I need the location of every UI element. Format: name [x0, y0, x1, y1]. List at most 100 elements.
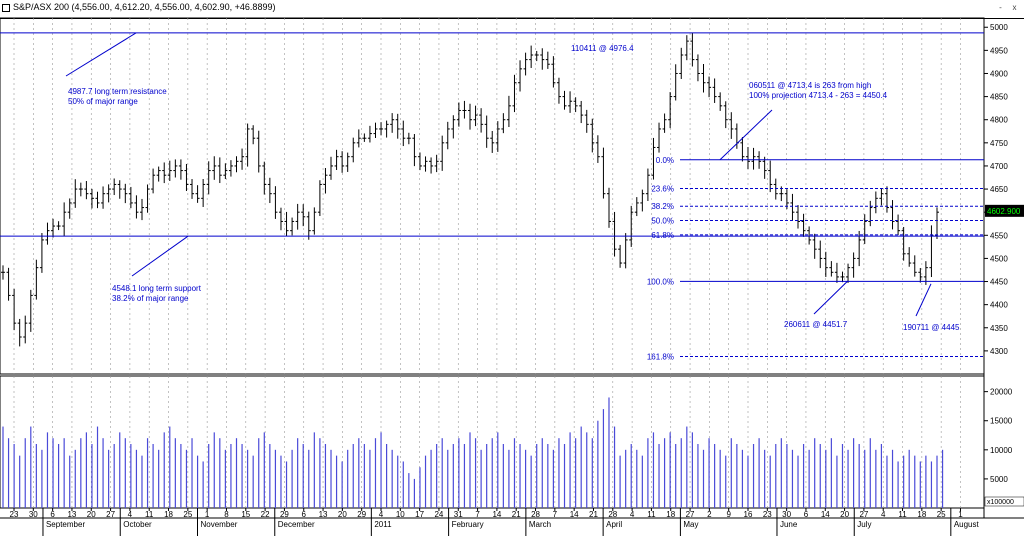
- price-bar: [540, 48, 545, 70]
- x-tick-label: 7: [553, 510, 558, 519]
- price-bar: [228, 160, 233, 177]
- price-bar: [195, 185, 200, 203]
- x-tick-label: 29: [280, 510, 289, 519]
- price-bar: [712, 78, 717, 103]
- price-bar: [423, 156, 428, 172]
- price-bar: [556, 77, 561, 104]
- volume-tick-label: 15000: [990, 417, 1013, 426]
- minimize-button[interactable]: -: [999, 3, 1002, 12]
- price-bar: [112, 178, 117, 196]
- price-bar: [462, 100, 467, 119]
- price-bar: [579, 100, 584, 124]
- price-bar: [301, 204, 306, 227]
- price-bar: [401, 120, 406, 147]
- current-price-label: 4602.900: [987, 207, 1021, 216]
- price-bar: [145, 184, 150, 213]
- x-tick-label: 18: [917, 510, 926, 519]
- price-bar: [306, 211, 311, 240]
- price-bar: [751, 147, 756, 170]
- price-bar: [907, 247, 912, 267]
- price-bar: [390, 113, 395, 133]
- price-bar: [562, 90, 567, 110]
- price-bar: [484, 115, 489, 148]
- price-bar: [451, 115, 456, 139]
- price-bar: [796, 205, 801, 229]
- projection-note: 060511 @ 4713.4 is 263 from high: [749, 81, 871, 90]
- x-tick-label: 25: [183, 510, 192, 519]
- price-bar: [117, 180, 122, 199]
- x-tick-label: 22: [261, 510, 270, 519]
- price-bar: [384, 120, 389, 138]
- price-bar: [295, 203, 300, 230]
- y-tick-label: 4800: [990, 116, 1008, 125]
- price-bar: [139, 198, 144, 221]
- price-bar: [34, 259, 39, 300]
- price-bar: [573, 97, 578, 113]
- x-month-label: April: [606, 520, 622, 529]
- price-bar: [340, 151, 345, 173]
- price-bar: [379, 122, 384, 136]
- price-bar: [84, 181, 89, 200]
- price-bar: [123, 183, 128, 204]
- x-tick-label: 20: [840, 510, 849, 519]
- price-bar: [890, 200, 895, 230]
- x-tick-label: 7: [475, 510, 480, 519]
- price-bar: [823, 251, 828, 277]
- fib-level-label: 38.2%: [651, 202, 674, 211]
- x-tick-label: 18: [666, 510, 675, 519]
- price-bar: [440, 135, 445, 171]
- price-bar: [151, 168, 156, 194]
- x-tick-label: 10: [396, 510, 405, 519]
- price-bar: [684, 35, 689, 61]
- y-tick-label: 4550: [990, 231, 1008, 240]
- price-bar: [323, 168, 328, 194]
- price-bar: [834, 262, 839, 283]
- price-bar: [345, 152, 350, 172]
- price-bar: [134, 195, 139, 219]
- price-bar: [868, 200, 873, 227]
- price-bar: [290, 217, 295, 236]
- x-tick-label: 28: [608, 510, 617, 519]
- price-bar: [434, 154, 439, 173]
- price-bar: [273, 186, 278, 219]
- price-bar: [773, 178, 778, 200]
- price-bar: [267, 177, 272, 204]
- price-bar: [534, 50, 539, 62]
- price-bar: [1, 265, 5, 280]
- price-bar: [256, 130, 261, 173]
- fib-level-label: 0.0%: [656, 156, 674, 165]
- volume-multiplier-box: [984, 496, 1024, 507]
- price-bar: [468, 103, 472, 130]
- price-bar: [529, 45, 534, 68]
- x-month-label: February: [452, 520, 484, 529]
- price-bar: [201, 178, 206, 207]
- price-bar: [473, 105, 478, 127]
- x-tick-label: 15: [241, 510, 250, 519]
- close-button[interactable]: x: [1012, 3, 1017, 12]
- price-bar: [729, 112, 734, 139]
- volume-multiplier-label: x100000: [987, 499, 1014, 506]
- price-bar: [568, 91, 573, 113]
- y-tick-label: 4850: [990, 93, 1008, 102]
- x-tick-label: 23: [10, 510, 19, 519]
- price-bar: [551, 56, 556, 88]
- volume-tick-label: 5000: [990, 475, 1008, 484]
- x-month-label: June: [780, 520, 798, 529]
- price-bar: [167, 160, 172, 181]
- price-bar: [251, 125, 256, 145]
- x-month-label: May: [683, 520, 698, 529]
- x-tick-label: 23: [763, 510, 772, 519]
- price-bar: [634, 197, 639, 217]
- price-bar: [901, 226, 906, 261]
- x-tick-label: 27: [106, 510, 115, 519]
- x-tick-label: 27: [859, 510, 868, 519]
- price-bar: [679, 47, 684, 79]
- price-bar: [262, 161, 267, 195]
- fib-level-label: 161.8%: [647, 352, 674, 361]
- resistance-note: 4987.7 long term resistance: [68, 87, 167, 96]
- x-tick-label: 21: [512, 510, 521, 519]
- high-note: 110411 @ 4976.4: [571, 44, 634, 53]
- price-bar: [356, 129, 361, 148]
- support-pointer: [131, 235, 189, 277]
- price-bar: [351, 137, 356, 163]
